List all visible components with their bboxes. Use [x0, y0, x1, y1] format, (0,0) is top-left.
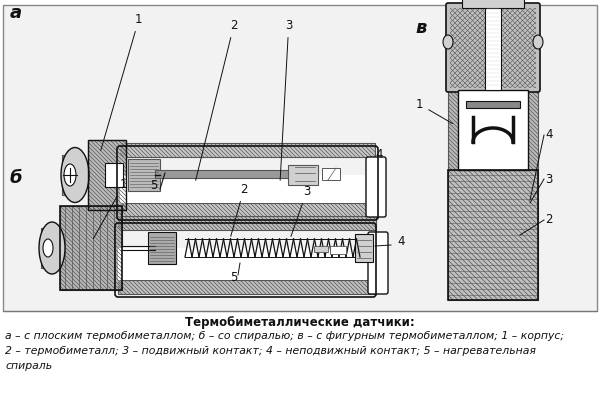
FancyBboxPatch shape [458, 90, 528, 170]
FancyBboxPatch shape [330, 246, 346, 254]
FancyBboxPatch shape [105, 163, 123, 187]
Text: а – с плоским термобиметаллом; б – со спиралью; в – с фигурным термобиметаллом; : а – с плоским термобиметаллом; б – со сп… [5, 331, 564, 341]
Polygon shape [526, 90, 538, 170]
Polygon shape [62, 155, 80, 195]
Polygon shape [372, 238, 384, 290]
Text: 2: 2 [196, 19, 238, 180]
FancyBboxPatch shape [155, 170, 295, 178]
Text: 4: 4 [397, 235, 404, 248]
Text: спираль: спираль [5, 361, 52, 371]
Text: 2 – термобиметалл; 3 – подвижный контакт; 4 – неподвижный контакт; 5 – нагревате: 2 – термобиметалл; 3 – подвижный контакт… [5, 346, 536, 356]
Ellipse shape [39, 222, 65, 274]
FancyBboxPatch shape [446, 3, 540, 92]
Polygon shape [120, 203, 375, 217]
FancyBboxPatch shape [120, 175, 370, 203]
FancyBboxPatch shape [485, 0, 501, 90]
Polygon shape [120, 143, 375, 157]
FancyBboxPatch shape [148, 232, 176, 264]
Polygon shape [41, 228, 57, 268]
Polygon shape [448, 90, 460, 170]
Polygon shape [450, 8, 536, 88]
FancyBboxPatch shape [466, 101, 520, 108]
Text: 2: 2 [545, 213, 553, 226]
FancyBboxPatch shape [462, 0, 524, 8]
FancyBboxPatch shape [128, 159, 160, 191]
FancyBboxPatch shape [366, 157, 386, 217]
Ellipse shape [61, 147, 89, 202]
FancyBboxPatch shape [288, 165, 318, 185]
Text: 1: 1 [101, 13, 143, 150]
Text: 5: 5 [150, 179, 157, 192]
Text: 1: 1 [416, 98, 452, 124]
Text: 3: 3 [545, 173, 553, 186]
FancyBboxPatch shape [355, 234, 373, 262]
Text: а: а [10, 4, 22, 22]
Text: 4: 4 [545, 128, 553, 141]
Polygon shape [370, 161, 382, 213]
Text: 3: 3 [291, 185, 310, 237]
Text: 3: 3 [280, 19, 292, 180]
Text: 2: 2 [231, 183, 248, 236]
Ellipse shape [443, 35, 453, 49]
Polygon shape [118, 216, 376, 230]
Text: в: в [415, 19, 427, 37]
Text: 1: 1 [94, 178, 128, 239]
Ellipse shape [533, 35, 543, 49]
Polygon shape [60, 206, 122, 290]
FancyBboxPatch shape [118, 248, 370, 280]
Text: Термобиметаллические датчики:: Термобиметаллические датчики: [185, 316, 415, 329]
Polygon shape [118, 280, 376, 294]
Ellipse shape [43, 239, 53, 257]
Text: 4: 4 [375, 148, 383, 161]
Polygon shape [88, 140, 126, 210]
Text: 5: 5 [230, 271, 238, 284]
FancyBboxPatch shape [314, 246, 328, 252]
Text: б: б [10, 169, 23, 187]
FancyBboxPatch shape [322, 168, 340, 180]
FancyBboxPatch shape [368, 232, 388, 294]
FancyBboxPatch shape [3, 5, 597, 311]
Ellipse shape [64, 164, 76, 186]
Polygon shape [448, 170, 538, 300]
